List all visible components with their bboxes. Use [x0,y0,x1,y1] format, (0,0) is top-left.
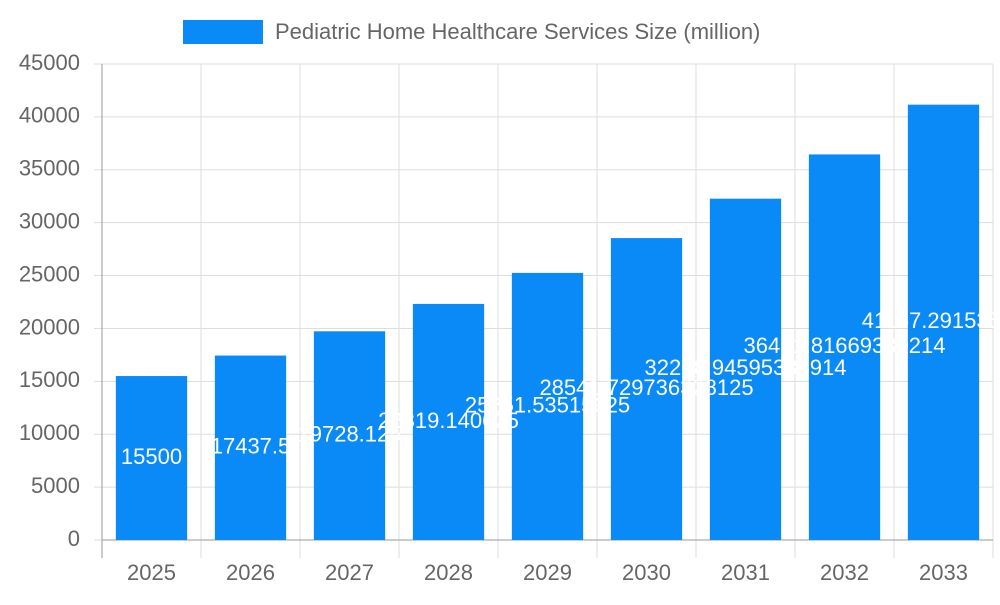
y-tick-label: 20000 [19,314,80,339]
data-label: 17437.5 [211,434,291,459]
data-label: 36451.81669330214 [744,333,946,358]
data-label: 22319.140625 [378,408,519,433]
x-tick-label: 2027 [325,560,374,585]
bar [610,238,683,540]
legend-label: Pediatric Home Healthcare Services Size … [275,19,760,44]
data-label: 19728.125 [298,421,402,446]
x-tick-label: 2033 [919,560,968,585]
legend-swatch [183,20,263,44]
data-label: 28541.729736328125 [539,375,753,400]
data-label: 15500 [121,444,182,469]
bar [115,376,188,540]
x-tick-label: 2030 [622,560,671,585]
y-tick-label: 5000 [31,473,80,498]
y-tick-label: 25000 [19,261,80,286]
data-label: 25251.53515625 [465,392,630,417]
y-tick-label: 15000 [19,367,80,392]
x-tick-label: 2028 [424,560,473,585]
bar [511,272,584,540]
bar [412,303,485,540]
bar [808,154,881,540]
bar [709,198,782,540]
y-tick-label: 30000 [19,208,80,233]
data-label: 41157.29153594 [862,308,1000,333]
y-tick-label: 0 [68,526,80,551]
x-tick-label: 2026 [226,560,275,585]
y-tick-label: 10000 [19,420,80,445]
bar [313,331,386,540]
y-tick-label: 45000 [19,50,80,75]
x-tick-label: 2025 [127,560,176,585]
y-tick-label: 40000 [19,103,80,128]
bar [907,104,980,541]
x-tick-label: 2032 [820,560,869,585]
data-label: 32268.94595336914 [645,355,847,380]
x-tick-label: 2029 [523,560,572,585]
x-tick-label: 2031 [721,560,770,585]
y-tick-label: 35000 [19,156,80,181]
bar [214,355,287,540]
